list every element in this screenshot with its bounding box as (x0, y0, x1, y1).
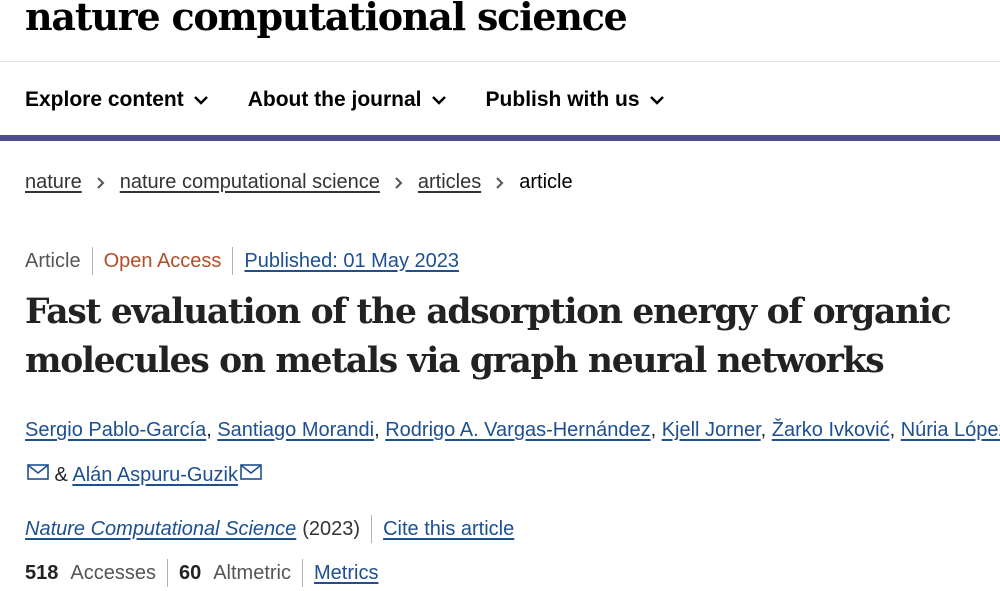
author-separator: , (760, 419, 772, 441)
author-separator: , (206, 419, 218, 441)
author-link[interactable]: Kjell Jorner (661, 419, 761, 441)
open-access-badge: Open Access (103, 249, 222, 272)
meta-divider (91, 247, 93, 275)
nav-label: About the journal (247, 88, 422, 111)
mail-icon[interactable] (27, 452, 49, 480)
altmetric-label: Altmetric (213, 561, 292, 584)
cite-article-link[interactable]: Cite this article (383, 517, 515, 540)
article-metrics: 518 Accesses 60 Altmetric Metrics (25, 559, 378, 587)
accesses-label: Accesses (70, 561, 156, 584)
nav-accent-bar (0, 135, 1000, 141)
chevron-down-icon (431, 94, 447, 106)
metrics-divider (166, 559, 168, 587)
chevron-down-icon (649, 94, 665, 106)
metrics-link[interactable]: Metrics (314, 561, 379, 584)
author-and: & (49, 464, 73, 486)
breadcrumb-current: article (519, 171, 573, 193)
author-separator: , (650, 419, 662, 441)
metrics-divider (302, 559, 304, 587)
article-meta: Article Open Access Published: 01 May 20… (25, 247, 459, 275)
header-divider (0, 61, 1000, 62)
main-nav: Explore content About the journal Publis… (25, 86, 704, 114)
journal-link[interactable]: Nature Computational Science (25, 517, 297, 540)
nav-label: Publish with us (485, 88, 640, 111)
author-link[interactable]: Santiago Morandi (217, 419, 375, 441)
article-type: Article (25, 249, 81, 272)
meta-divider (371, 515, 373, 543)
author-separator: , (889, 419, 901, 441)
author-link[interactable]: Rodrigo A. Vargas-Hernández (385, 419, 651, 441)
chevron-right-icon (394, 176, 404, 190)
chevron-right-icon (495, 176, 505, 190)
nav-explore-content[interactable]: Explore content (25, 88, 209, 112)
author-link[interactable]: Žarko Ivković (771, 419, 890, 441)
nav-label: Explore content (25, 88, 184, 111)
author-link[interactable]: Sergio Pablo-García (25, 419, 207, 441)
citation-line: Nature Computational Science (2023) Cite… (25, 515, 514, 543)
accesses-count: 518 (25, 561, 59, 584)
breadcrumb-nature[interactable]: nature (25, 171, 82, 193)
breadcrumb-journal[interactable]: nature computational science (119, 171, 380, 193)
altmetric-count: 60 (178, 561, 202, 584)
article-title: Fast evaluation of the adsorption energy… (25, 292, 952, 381)
breadcrumb: nature nature computational science arti… (25, 171, 573, 194)
nav-publish-with-us[interactable]: Publish with us (486, 88, 665, 112)
publication-year: (2023) (302, 517, 361, 540)
chevron-right-icon (96, 176, 106, 190)
author-separator: , (374, 419, 386, 441)
published-date-link[interactable]: Published: 01 May 2023 (244, 249, 460, 272)
mail-icon[interactable] (240, 452, 262, 480)
chevron-down-icon (193, 94, 209, 106)
meta-divider (232, 247, 234, 275)
author-list: Sergio Pablo-García, Santiago Morandi, R… (25, 408, 1000, 497)
breadcrumb-articles[interactable]: articles (417, 171, 482, 193)
site-logo[interactable]: nature computational science (25, 0, 628, 39)
author-link[interactable]: Núria López (900, 419, 1000, 441)
nav-about-journal[interactable]: About the journal (248, 88, 447, 112)
author-link[interactable]: Alán Aspuru-Guzik (72, 464, 238, 486)
